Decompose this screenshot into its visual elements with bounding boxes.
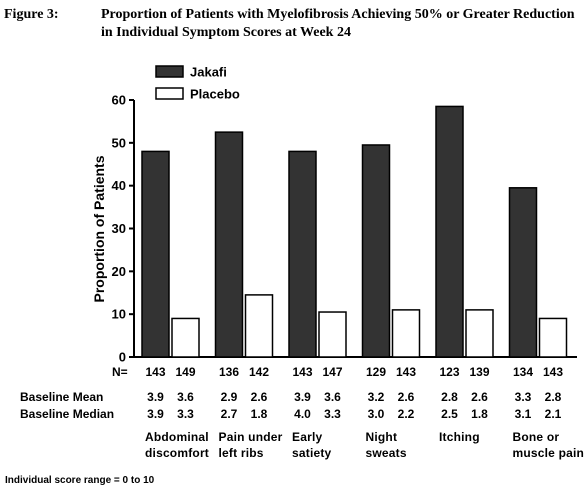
category-label: Itching [439,430,480,444]
bar-jakafi [361,144,391,358]
bar-placebo [244,294,274,358]
category-label: muscle pain [513,446,585,460]
y-tick-label: 10 [112,307,126,322]
category-label: left ribs [219,446,264,460]
bar-jakafi [435,105,464,358]
category-label: discomfort [145,446,209,460]
baseline-median-value: 3.3 [177,407,194,421]
y-axis-title: Proportion of Patients [91,155,107,302]
category-label: Pain under [219,430,283,444]
baseline-mean-value: 3.2 [368,390,385,404]
baseline-median-value: 4.0 [294,407,311,421]
baseline-mean-value: 3.9 [147,390,164,404]
bar-jakafi [214,131,244,358]
n-value: 147 [322,365,342,379]
n-value: 129 [366,365,386,379]
baseline-mean-value: 2.6 [471,390,488,404]
n-value: 143 [396,365,416,379]
figure-number: Figure 3: [4,7,59,22]
baseline-median-value: 1.8 [471,407,488,421]
n-value: 142 [249,365,269,379]
baseline-mean-value: 3.3 [515,390,532,404]
baseline-median-value: 2.7 [221,407,238,421]
baseline-mean-value: 2.8 [441,390,458,404]
bar-jakafi [508,187,538,358]
n-value: 123 [439,365,459,379]
baseline-median-label: Baseline Median [20,407,114,421]
category-label: satiety [292,446,332,460]
figure-title-text: Proportion of Patients with Myelofibrosi… [101,7,575,40]
baseline-mean-value: 2.6 [251,390,268,404]
baseline-median-value: 2.5 [441,407,458,421]
n-value: 143 [145,365,165,379]
legend-label-jakafi: Jakafi [190,65,227,80]
baseline-mean-value: 3.6 [324,390,341,404]
bar-jakafi [141,150,170,358]
bar-placebo [538,317,568,358]
n-value: 134 [513,365,533,379]
category-label: Early [292,430,322,444]
n-value: 139 [469,365,489,379]
n-row-label: N= [112,365,128,379]
baseline-mean-value: 2.8 [545,390,562,404]
y-tick-label: 20 [112,264,126,279]
category-label: Abdominal [145,430,209,444]
y-tick-label: 0 [119,350,126,365]
n-value: 143 [292,365,312,379]
y-tick-label: 30 [112,221,126,236]
baseline-median-value: 2.2 [398,407,415,421]
bar-jakafi [288,150,317,358]
n-value: 149 [175,365,195,379]
legend-label-placebo: Placebo [190,87,240,102]
n-value: 136 [219,365,239,379]
legend-swatch-jakafi [155,65,184,78]
n-value: 143 [543,365,563,379]
legend-swatch-placebo [155,87,184,100]
y-tick-label: 40 [112,178,126,193]
baseline-median-value: 3.9 [147,407,164,421]
bar-placebo [171,317,200,358]
category-label: sweats [366,446,407,460]
category-label: Bone or [513,430,560,444]
baseline-median-value: 3.0 [368,407,385,421]
baseline-mean-value: 2.6 [398,390,415,404]
baseline-mean-value: 3.9 [294,390,311,404]
baseline-mean-label: Baseline Mean [20,390,103,404]
baseline-mean-value: 3.6 [177,390,194,404]
baseline-median-value: 3.1 [515,407,532,421]
bar-placebo [465,309,494,358]
footnote: Individual score range = 0 to 10 [5,475,155,486]
baseline-median-value: 2.1 [545,407,562,421]
y-tick-label: 50 [112,135,126,150]
bar-placebo [318,311,347,358]
baseline-mean-value: 2.9 [221,390,238,404]
y-tick-label: 60 [112,93,126,108]
bar-placebo [391,309,421,358]
category-label: Night [366,430,398,444]
baseline-median-value: 1.8 [251,407,268,421]
baseline-median-value: 3.3 [324,407,341,421]
